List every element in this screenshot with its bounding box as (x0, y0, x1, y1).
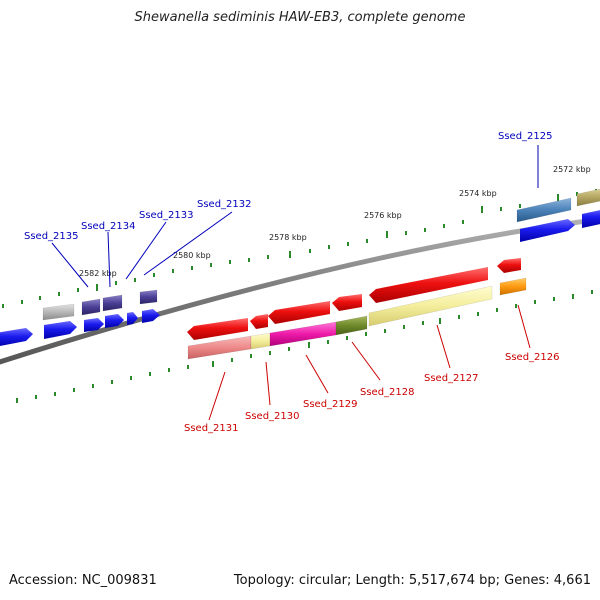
gene-label-ssed-2125[interactable]: Ssed_2125 (498, 131, 553, 142)
cds-ssed-2135[interactable] (42, 303, 75, 321)
bottom-scale-ticks (16, 290, 593, 403)
bottom-cds-track (187, 258, 521, 340)
cds-arrow[interactable] (268, 301, 330, 324)
scale-label: 2572 kbp (553, 165, 591, 174)
gene-label-ssed-2135[interactable]: Ssed_2135 (24, 231, 79, 242)
cds-ssed-2134-b[interactable] (102, 294, 123, 312)
bottom-leader-lines (208, 304, 531, 421)
cds-arrow[interactable] (142, 309, 160, 323)
scale-label: 2576 kbp (364, 211, 402, 220)
bottom-feature-track (187, 277, 527, 360)
cds-arrow[interactable] (250, 314, 268, 329)
top-feature-track (42, 187, 600, 321)
cds-ssed-2125[interactable] (516, 197, 572, 223)
cds-ssed-2130[interactable] (250, 332, 271, 350)
cds-ssed-2131[interactable] (187, 335, 252, 360)
cds-arrow[interactable] (369, 267, 488, 303)
scale-label: 2582 kbp (79, 269, 117, 278)
cds-ssed-2129[interactable] (269, 321, 337, 347)
gene-label-ssed-2134[interactable]: Ssed_2134 (81, 221, 136, 232)
cds-ssed-2124[interactable] (576, 187, 600, 207)
cds-arrow[interactable] (44, 321, 77, 339)
top-leader-lines (51, 145, 539, 288)
gene-label-ssed-2130[interactable]: Ssed_2130 (245, 411, 300, 422)
cds-ssed-2133[interactable] (139, 289, 158, 305)
cds-ssed-2128[interactable] (335, 315, 368, 336)
cds-ssed-2127[interactable] (368, 285, 493, 327)
topology-label: Topology: circular; Length: 5,517,674 bp… (233, 573, 591, 588)
top-scale-ticks (2, 189, 597, 308)
gene-label-ssed-2127[interactable]: Ssed_2127 (424, 373, 479, 384)
accession-label: Accession: NC_009831 (9, 573, 157, 588)
cds-arrow[interactable] (332, 294, 362, 311)
cds-arrow[interactable] (497, 258, 521, 273)
gene-label-ssed-2129[interactable]: Ssed_2129 (303, 399, 358, 410)
cds-ssed-2126[interactable] (499, 277, 527, 296)
cds-ssed-2134-a[interactable] (81, 298, 101, 316)
cds-arrow[interactable] (127, 312, 138, 325)
cds-arrow[interactable] (582, 208, 600, 228)
scale-label: 2580 kbp (173, 251, 211, 260)
gene-label-ssed-2133[interactable]: Ssed_2133 (139, 210, 194, 221)
gene-label-ssed-2131[interactable]: Ssed_2131 (184, 423, 239, 434)
cds-arrow[interactable] (0, 328, 33, 347)
gene-label-ssed-2128[interactable]: Ssed_2128 (360, 387, 415, 398)
cds-arrow[interactable] (105, 314, 124, 328)
cds-arrow[interactable] (84, 318, 104, 332)
genome-title: Shewanella sediminis HAW-EB3, complete g… (134, 10, 466, 25)
scale-label: 2574 kbp (459, 189, 497, 198)
scale-label: 2578 kbp (269, 233, 307, 242)
top-cds-track (0, 208, 600, 347)
cds-arrow[interactable] (520, 219, 575, 242)
cds-arrow[interactable] (187, 318, 248, 340)
gene-label-ssed-2132[interactable]: Ssed_2132 (197, 199, 252, 210)
gene-label-ssed-2126[interactable]: Ssed_2126 (505, 352, 560, 363)
